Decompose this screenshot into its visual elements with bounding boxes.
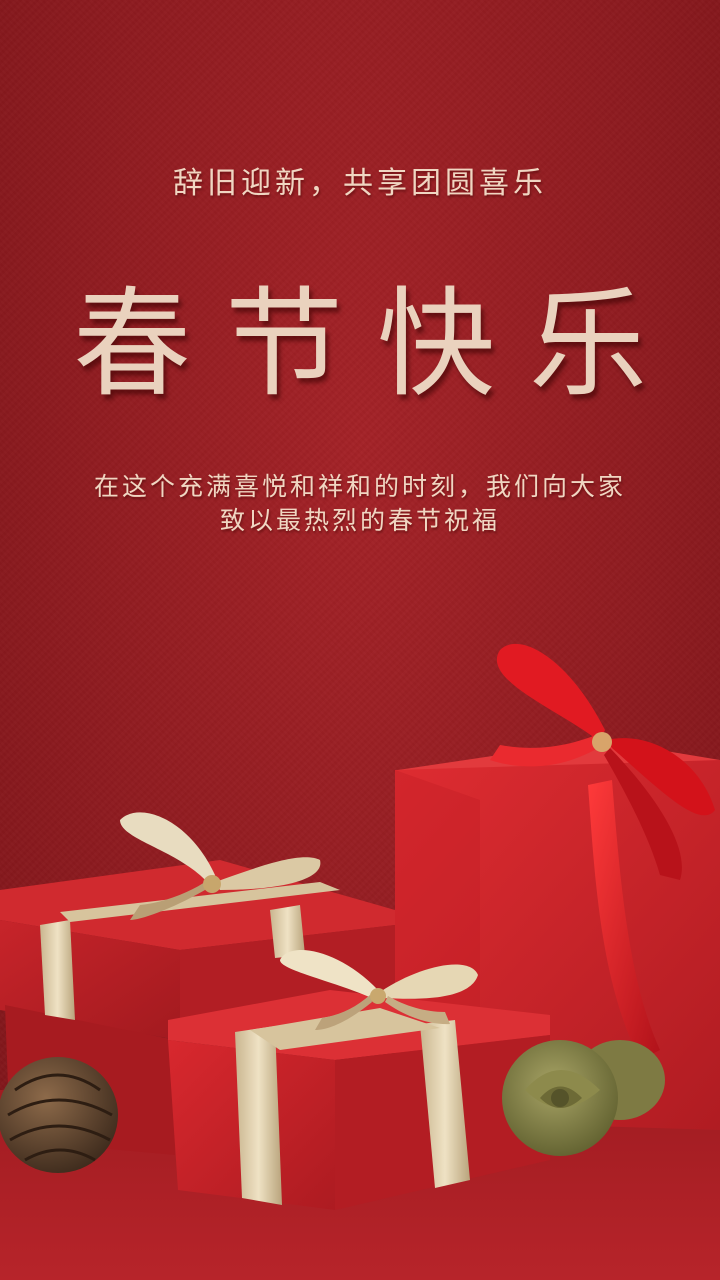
message-line-2: 致以最热烈的春节祝福 — [219, 506, 500, 535]
poster-tagline: 辞旧迎新，共享团圆喜乐 — [173, 166, 547, 201]
gift-illustration — [0, 643, 720, 1280]
message-line-1: 在这个充满喜悦和祥和的时刻，我们向大家 — [93, 472, 626, 501]
poster-title: 春节快乐 — [72, 275, 681, 413]
poster-message: 在这个充满喜悦和祥和的时刻，我们向大家 致以最热烈的春节祝福 — [40, 470, 680, 538]
dried-flower — [502, 1040, 665, 1156]
pine-cone — [0, 1057, 118, 1173]
gift-box-front — [168, 950, 550, 1210]
